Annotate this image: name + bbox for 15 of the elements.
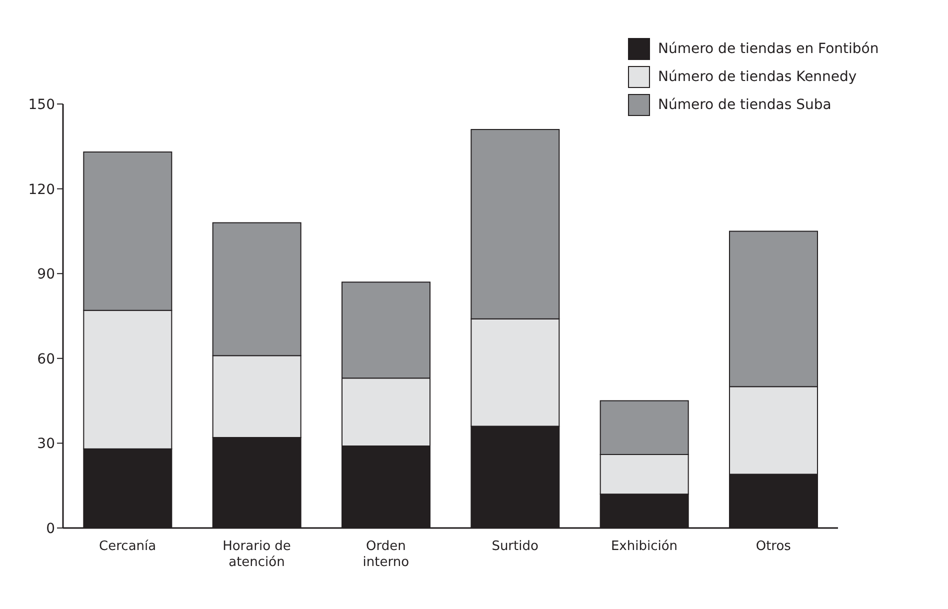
legend-label: Número de tiendas Suba: [658, 97, 832, 113]
x-tick-label: Horario de atención: [222, 539, 291, 570]
y-tick-label: 0: [46, 520, 55, 537]
legend-label: Número de tiendas Kennedy: [658, 69, 857, 85]
legend-label: Número de tiendas en Fontibón: [658, 41, 879, 57]
y-tick-label: 30: [37, 436, 55, 452]
x-tick-label: Otros: [756, 539, 792, 554]
y-tick-label: 150: [28, 96, 55, 113]
x-tick-label: Orden interno: [362, 539, 410, 570]
y-tick-label: 120: [28, 182, 55, 198]
y-tick-label: 90: [37, 266, 55, 283]
x-tick-label: Exhibición: [610, 539, 678, 554]
y-tick-label: 60: [37, 351, 55, 368]
x-tick-label: Cercanía: [99, 539, 156, 554]
x-tick-label: Surtido: [492, 539, 538, 554]
